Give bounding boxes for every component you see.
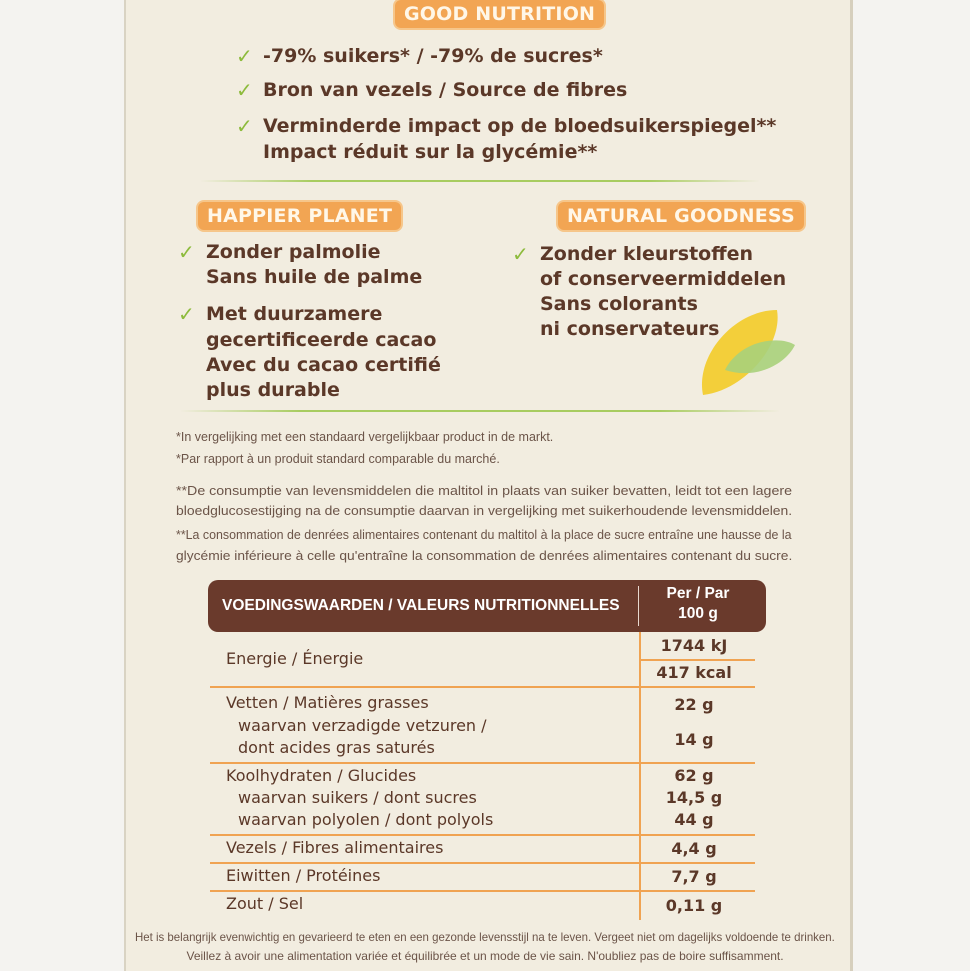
row-salt: Zout / Sel 0,11 g <box>210 892 755 920</box>
protein-label: Eiwitten / Protéines <box>226 866 381 885</box>
polyols-value: 44 g <box>674 810 714 829</box>
header-title: VOEDINGSWAARDEN / VALEURS NUTRITIONNELLE… <box>222 597 620 614</box>
claim-glycemia-nl: Verminderde impact op de bloedsuikerspie… <box>263 115 777 137</box>
carbs-label: Koolhydraten / Glucides <box>226 766 417 785</box>
footnote-1-nl: *In vergelijking met een standaard verge… <box>176 430 554 444</box>
protein-value: 7,7 g <box>671 867 717 886</box>
energy-kj: 1744 kJ <box>660 636 728 655</box>
saturated-label-nl: waarvan verzadigde vetzuren / <box>238 716 487 735</box>
fat-label: Vetten / Matières grasses <box>226 693 429 712</box>
salt-label: Zout / Sel <box>226 894 304 913</box>
natural-goodness-badge: NATURAL GOODNESS <box>558 202 804 230</box>
salt-value: 0,11 g <box>665 896 723 915</box>
footnote-1-fr: *Par rapport à un produit standard compa… <box>176 452 500 466</box>
per-unit: 100 g <box>678 605 718 622</box>
claim-cacao-4: plus durable <box>206 379 340 401</box>
divider <box>180 410 780 412</box>
claim-palm-fr: Sans huile de palme <box>206 266 423 288</box>
leaf-icon <box>701 310 795 395</box>
row-energy: Energie / Énergie 1744 kJ 417 kcal <box>210 632 755 688</box>
happier-planet-badge: HAPPIER PLANET <box>198 202 402 230</box>
row-fat: Vetten / Matières grasses 22 g waarvan v… <box>210 688 755 764</box>
claim-sugar: -79% suikers* / -79% de sucres* <box>263 45 603 67</box>
packaging-panel <box>124 0 853 971</box>
energy-divider <box>640 659 755 661</box>
row-carbs: Koolhydraten / Glucides 62 g waarvan sui… <box>210 764 755 836</box>
footer-fr: Veillez à avoir une alimentation variée … <box>186 949 784 963</box>
checkmark-icon: ✓ <box>236 78 253 102</box>
energy-kcal: 417 kcal <box>656 663 732 682</box>
energy-label: Energie / Énergie <box>226 649 364 668</box>
checkmark-icon: ✓ <box>236 44 253 68</box>
checkmark-icon: ✓ <box>178 302 195 326</box>
per-label: Per / Par <box>666 585 730 602</box>
sugars-value: 14,5 g <box>665 788 723 807</box>
claim-colour-4: ni conservateurs <box>540 318 720 340</box>
fibre-label: Vezels / Fibres alimentaires <box>226 838 444 857</box>
claim-cacao-1: Met duurzamere <box>206 303 383 325</box>
checkmark-icon: ✓ <box>178 240 195 264</box>
divider <box>200 180 760 182</box>
fat-value: 22 g <box>674 695 714 714</box>
carbs-value: 62 g <box>674 766 714 785</box>
header-per: Per / Par 100 g <box>648 584 748 624</box>
header-divider <box>638 586 639 626</box>
column-divider <box>639 632 641 920</box>
footnote-2-fr-1: **La consommation de denrées alimentaire… <box>176 528 792 542</box>
claim-colour-1: Zonder kleurstoffen <box>540 243 754 265</box>
row-protein: Eiwitten / Protéines 7,7 g <box>210 864 755 892</box>
claim-colour-3: Sans colorants <box>540 293 698 315</box>
fibre-value: 4,4 g <box>671 839 717 858</box>
sugars-label: waarvan suikers / dont sucres <box>238 788 477 807</box>
saturated-value: 14 g <box>674 730 714 749</box>
polyols-label: waarvan polyolen / dont polyols <box>238 810 494 829</box>
footer-nl: Het is belangrijk evenwichtig en gevarie… <box>135 930 835 944</box>
checkmark-icon: ✓ <box>512 242 529 266</box>
footnote-2-nl-1: **De consumptie van levensmiddelen die m… <box>176 484 792 498</box>
claim-palm-nl: Zonder palmolie <box>206 241 381 263</box>
good-nutrition-badge: GOOD NUTRITION <box>395 0 605 28</box>
footnote-2-nl-2: bloedglucosestijging na de consumptie da… <box>176 504 793 518</box>
footnote-2-fr-2: glycémie inférieure à celle qu'entraîne … <box>176 549 793 563</box>
claim-glycemia-fr: Impact réduit sur la glycémie** <box>263 141 598 163</box>
checkmark-icon: ✓ <box>236 114 253 138</box>
claim-colour-2: of conserveermiddelen <box>540 268 787 290</box>
claim-cacao-3: Avec du cacao certifié <box>206 354 441 376</box>
nutrition-table-header: VOEDINGSWAARDEN / VALEURS NUTRITIONNELLE… <box>208 580 766 632</box>
saturated-label-fr: dont acides gras saturés <box>238 738 435 757</box>
claim-fibre: Bron van vezels / Source de fibres <box>263 79 628 101</box>
claim-cacao-2: gecertificeerde cacao <box>206 329 437 351</box>
row-fibre: Vezels / Fibres alimentaires 4,4 g <box>210 836 755 864</box>
